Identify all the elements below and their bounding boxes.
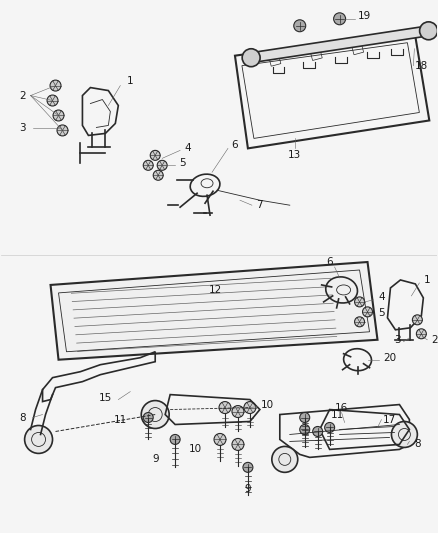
Circle shape bbox=[417, 329, 426, 339]
Circle shape bbox=[392, 422, 417, 447]
Text: 4: 4 bbox=[185, 143, 191, 154]
Text: 17: 17 bbox=[383, 415, 396, 424]
Text: 3: 3 bbox=[394, 335, 401, 345]
Text: 13: 13 bbox=[288, 150, 301, 160]
Circle shape bbox=[313, 426, 323, 437]
Bar bbox=[311, 50, 322, 60]
Text: 20: 20 bbox=[383, 353, 396, 363]
Circle shape bbox=[50, 80, 61, 91]
Text: 5: 5 bbox=[179, 158, 185, 168]
Circle shape bbox=[232, 439, 244, 450]
Circle shape bbox=[413, 315, 422, 325]
Text: 10: 10 bbox=[261, 400, 275, 409]
Bar bbox=[269, 56, 281, 66]
Text: 6: 6 bbox=[326, 257, 333, 267]
Text: 1: 1 bbox=[127, 76, 134, 86]
Circle shape bbox=[157, 160, 167, 171]
Circle shape bbox=[355, 297, 364, 307]
Circle shape bbox=[25, 425, 53, 454]
Circle shape bbox=[141, 401, 169, 429]
Circle shape bbox=[300, 424, 310, 434]
Circle shape bbox=[232, 406, 244, 417]
Text: 7: 7 bbox=[257, 200, 263, 210]
Circle shape bbox=[47, 95, 58, 106]
Circle shape bbox=[300, 413, 310, 423]
Circle shape bbox=[355, 317, 364, 327]
Circle shape bbox=[244, 401, 256, 414]
Circle shape bbox=[242, 49, 260, 67]
Text: 4: 4 bbox=[378, 292, 385, 302]
Text: 6: 6 bbox=[232, 140, 238, 150]
Bar bbox=[352, 44, 364, 55]
Polygon shape bbox=[50, 262, 378, 360]
Text: 18: 18 bbox=[415, 61, 428, 71]
Circle shape bbox=[53, 110, 64, 121]
Text: 1: 1 bbox=[424, 275, 431, 285]
Text: 3: 3 bbox=[19, 124, 26, 133]
Text: 10: 10 bbox=[188, 445, 201, 455]
Circle shape bbox=[214, 433, 226, 446]
Text: 9: 9 bbox=[152, 455, 159, 464]
Text: 19: 19 bbox=[358, 11, 371, 21]
Circle shape bbox=[150, 150, 160, 160]
Text: 2: 2 bbox=[431, 335, 438, 345]
Circle shape bbox=[57, 125, 68, 136]
Circle shape bbox=[420, 22, 438, 40]
Text: 12: 12 bbox=[208, 285, 222, 295]
Text: 5: 5 bbox=[378, 308, 385, 318]
Circle shape bbox=[143, 413, 153, 423]
Circle shape bbox=[170, 434, 180, 445]
Text: 15: 15 bbox=[99, 393, 112, 402]
Circle shape bbox=[243, 462, 253, 472]
Circle shape bbox=[272, 447, 298, 472]
Circle shape bbox=[294, 20, 306, 32]
Circle shape bbox=[219, 401, 231, 414]
Text: 9: 9 bbox=[244, 484, 251, 494]
Circle shape bbox=[153, 171, 163, 180]
Text: 11: 11 bbox=[331, 409, 344, 419]
Circle shape bbox=[334, 13, 346, 25]
Text: 8: 8 bbox=[19, 413, 26, 423]
Circle shape bbox=[143, 160, 153, 171]
Polygon shape bbox=[251, 26, 429, 63]
Circle shape bbox=[325, 423, 335, 432]
Text: 16: 16 bbox=[335, 402, 348, 413]
Text: 11: 11 bbox=[114, 415, 127, 424]
Circle shape bbox=[363, 307, 372, 317]
Text: 2: 2 bbox=[19, 91, 26, 101]
Text: 8: 8 bbox=[414, 439, 420, 449]
